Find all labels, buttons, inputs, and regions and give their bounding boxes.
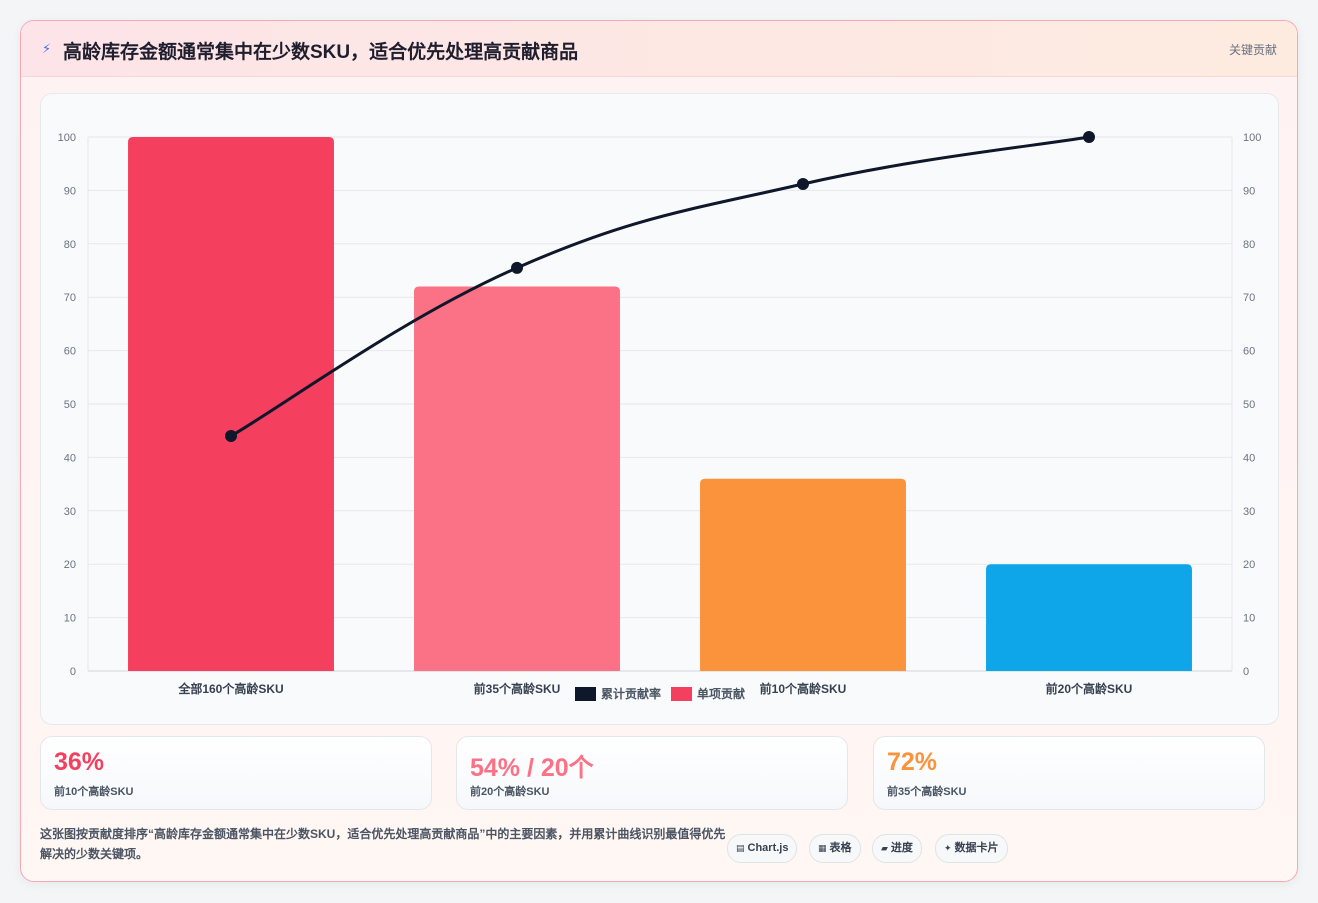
y-right-tick-label: 30 [1243, 506, 1255, 518]
kpi-label: 前10个高龄SKU [54, 786, 134, 798]
legend-label: 单项贡献 [697, 686, 745, 701]
cumulative-point [511, 261, 523, 274]
y-left-tick-label: 20 [64, 559, 76, 571]
y-right-tick-label: 20 [1243, 559, 1255, 571]
kpi-label: 前20个高龄SKU [470, 786, 550, 798]
y-left-tick-label: 80 [64, 239, 76, 251]
lightning-icon: ⚡ [42, 41, 52, 56]
sparkle-icon: ✦ [944, 843, 952, 853]
pareto-chart: 0 0 10 10 20 20 30 30 40 40 50 50 60 60 70 70 80 80 90 90 10… [58, 131, 1261, 701]
card-title: 高龄库存金额通常集中在少数SKU，适合优先处理高贡献商品 [63, 42, 579, 63]
kpi-card-3: 72% 前35个高龄SKU [873, 736, 1265, 810]
kpi-value: 72% [887, 748, 938, 776]
y-right-tick-label: 40 [1243, 452, 1255, 464]
legend-swatch [671, 687, 692, 701]
bar [986, 564, 1192, 671]
header-tag: 关键贡献 [1228, 43, 1277, 57]
chip-data-card[interactable]: ✦ 数据卡片 [935, 834, 1008, 863]
bar [414, 286, 620, 671]
y-right-tick-label: 60 [1243, 346, 1255, 358]
y-right-tick-label: 70 [1243, 292, 1255, 304]
chart-card: ⚡ 高龄库存金额通常集中在少数SKU，适合优先处理高贡献商品 关键贡献 0 0 10… [20, 20, 1298, 882]
legend-swatch [575, 687, 596, 701]
kpi-card-2: 54% / 20个 前20个高龄SKU [456, 736, 848, 810]
x-tick-label: 全部160个高龄SKU [177, 681, 283, 696]
chart-description: 这张图按贡献度排序“高龄库存金额通常集中在少数SKU，适合优先处理高贡献商品”中… [40, 827, 726, 861]
x-tick-label: 前10个高龄SKU [760, 681, 847, 696]
chip-label: Chart.js [747, 842, 789, 854]
y-right-tick-label: 100 [1243, 132, 1261, 144]
y-left-tick-label: 70 [64, 292, 76, 304]
kpi-card-1: 36% 前10个高龄SKU [40, 736, 432, 810]
kpi-value: 54% / 20个 [470, 754, 594, 782]
bar [128, 137, 334, 671]
chip-label: 进度 [890, 842, 913, 854]
bar [700, 478, 906, 671]
y-left-tick-label: 100 [58, 132, 76, 144]
y-right-tick-label: 80 [1243, 239, 1255, 251]
y-right-tick-label: 90 [1243, 185, 1255, 197]
kpi-value: 36% [54, 748, 105, 776]
y-right-tick-label: 50 [1243, 399, 1255, 411]
card-header: ⚡ 高龄库存金额通常集中在少数SKU，适合优先处理高贡献商品 关键贡献 [21, 21, 1297, 77]
table-icon: ▦ [818, 843, 827, 853]
chip-label: 数据卡片 [954, 842, 999, 854]
chip-table[interactable]: ▦ 表格 [809, 834, 861, 863]
x-tick-label: 前35个高龄SKU [474, 681, 561, 696]
cumulative-point [797, 177, 809, 190]
y-left-tick-label: 60 [64, 346, 76, 358]
cumulative-point [225, 430, 237, 443]
x-tick-label: 前20个高龄SKU [1046, 681, 1133, 696]
chip-progress[interactable]: ▰ 进度 [872, 834, 922, 863]
chip-label: 表格 [829, 842, 852, 854]
y-left-tick-label: 40 [64, 452, 76, 464]
y-left-tick-label: 0 [70, 666, 76, 678]
chip-chartjs[interactable]: ▤ Chart.js [727, 834, 798, 863]
progress-icon: ▰ [881, 843, 888, 853]
cumulative-point [1083, 131, 1095, 143]
pareto-chart-panel: 0 0 10 10 20 20 30 30 40 40 50 50 60 60 70 70 80 80 90 90 10… [40, 93, 1279, 725]
y-right-tick-label: 10 [1243, 613, 1255, 625]
y-left-tick-label: 30 [64, 506, 76, 518]
kpi-label: 前35个高龄SKU [887, 786, 967, 798]
y-left-tick-label: 50 [64, 399, 76, 411]
chart-icon: ▤ [736, 843, 745, 853]
y-left-tick-label: 90 [64, 185, 76, 197]
y-right-tick-label: 0 [1243, 666, 1249, 678]
legend-label: 累计贡献率 [601, 686, 661, 701]
cumulative-line [230, 135, 1090, 438]
y-left-tick-label: 10 [64, 613, 76, 625]
